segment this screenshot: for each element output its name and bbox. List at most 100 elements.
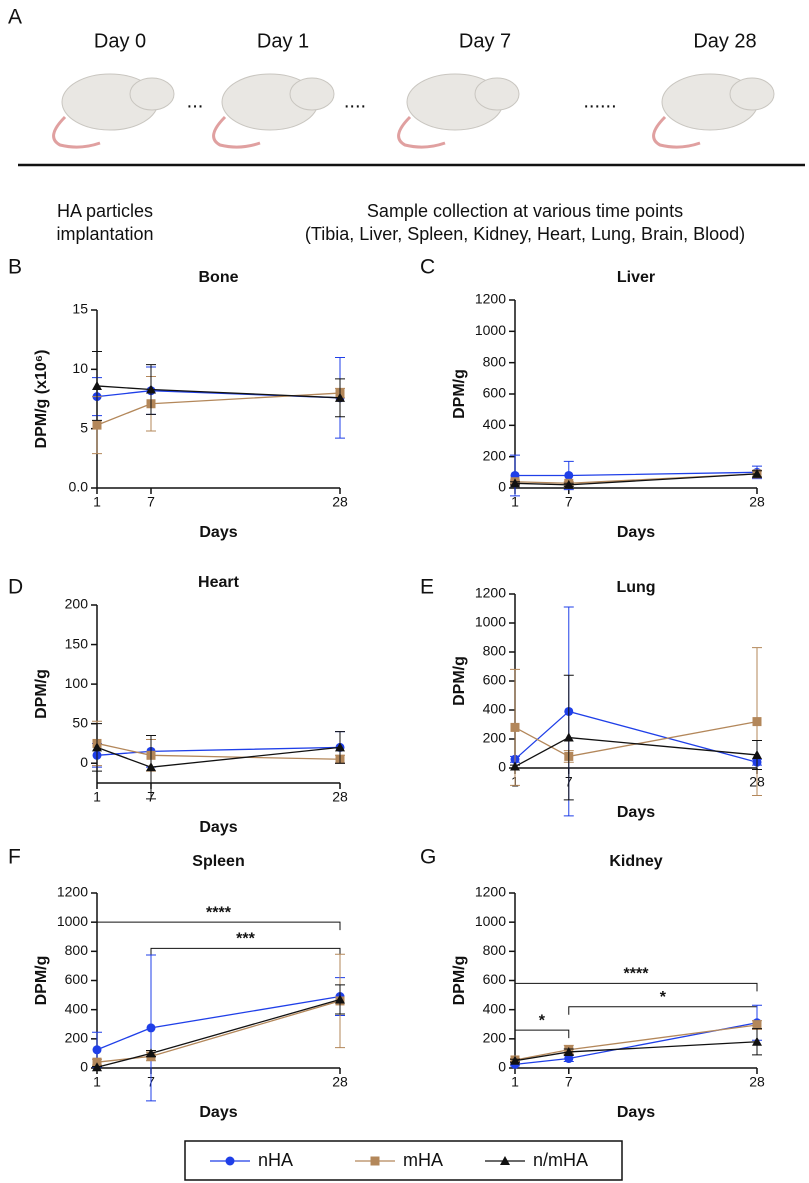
y-tick-label: 5 — [80, 419, 88, 435]
panel-letter: E — [420, 576, 434, 599]
point — [563, 732, 574, 742]
caption: HA particles — [57, 201, 153, 221]
x-tick-label: 7 — [565, 1074, 573, 1090]
y-tick-label: 10 — [72, 360, 88, 376]
significance-label: **** — [624, 966, 650, 983]
x-tick-label: 28 — [749, 494, 765, 510]
panel-letter: D — [8, 576, 23, 599]
y-tick-label: 800 — [483, 942, 507, 958]
x-tick-label: 28 — [332, 1074, 348, 1090]
series-line — [96, 995, 341, 1051]
y-tick-label: 100 — [65, 675, 89, 691]
x-tick-label: 1 — [93, 789, 101, 805]
legend-marker — [370, 1156, 380, 1166]
x-axis-label: Days — [617, 524, 655, 541]
series-line — [515, 471, 758, 477]
chart-title: Spleen — [192, 853, 244, 870]
chart-title: Kidney — [609, 853, 662, 870]
ellipsis: ...... — [583, 90, 616, 112]
panel-letter: A — [8, 6, 22, 29]
point — [752, 468, 762, 478]
significance-bracket — [568, 1006, 758, 1015]
y-axis-label: DPM/g — [33, 669, 50, 719]
legend-label: mHA — [403, 1150, 443, 1170]
y-tick-label: 400 — [483, 701, 507, 717]
point — [335, 994, 345, 1004]
y-tick-label: 0 — [498, 1059, 506, 1075]
series-line — [514, 710, 758, 763]
y-axis-label: DPM/g — [33, 956, 50, 1006]
point — [92, 420, 102, 430]
y-tick-label: 200 — [483, 730, 507, 746]
point — [146, 384, 156, 394]
y-tick-label: 0 — [80, 754, 88, 770]
y-tick-label: 400 — [483, 1000, 507, 1016]
legend-label: nHA — [258, 1150, 293, 1170]
x-tick-label: 7 — [147, 494, 155, 510]
point — [510, 478, 520, 488]
significance-label: **** — [206, 904, 232, 921]
x-axis-label: Days — [617, 1104, 655, 1121]
significance-bracket — [514, 1029, 570, 1039]
point — [563, 479, 574, 489]
ellipsis: ... — [187, 90, 204, 112]
y-tick-label: 800 — [65, 942, 89, 958]
x-tick-label: 28 — [749, 1074, 765, 1090]
y-tick-label: 600 — [483, 385, 507, 401]
y-tick-label: 0 — [498, 759, 506, 775]
x-tick-label: 28 — [332, 789, 348, 805]
y-tick-label: 600 — [65, 971, 89, 987]
significance-bracket — [150, 947, 341, 957]
x-axis-label: Days — [617, 804, 655, 821]
point — [92, 380, 102, 390]
point — [752, 1036, 762, 1046]
y-tick-label: 1200 — [475, 291, 506, 307]
point — [510, 722, 520, 732]
y-tick-label: 1000 — [475, 913, 506, 929]
point — [92, 1062, 102, 1072]
x-tick-label: 1 — [511, 1074, 519, 1090]
point — [92, 1057, 102, 1067]
panel-letter: C — [420, 256, 435, 279]
x-axis-label: Days — [199, 1104, 237, 1121]
ellipsis: .... — [344, 90, 366, 112]
y-tick-label: 800 — [483, 643, 507, 659]
series-line — [96, 385, 341, 399]
legend-marker — [500, 1156, 510, 1165]
x-axis-label: Days — [199, 524, 237, 541]
point — [564, 470, 574, 480]
y-tick-label: 50 — [72, 714, 88, 730]
y-tick-label: 200 — [483, 1030, 507, 1046]
legend-marker — [225, 1156, 235, 1166]
y-tick-label: 600 — [483, 672, 507, 688]
y-tick-label: 1200 — [475, 585, 506, 601]
x-tick-label: 1 — [93, 494, 101, 510]
significance-label: * — [660, 989, 667, 1006]
y-tick-label: 1000 — [57, 913, 88, 929]
significance-bracket — [96, 921, 341, 931]
point — [92, 742, 102, 752]
series-line — [514, 736, 758, 768]
day-label: Day 1 — [257, 30, 309, 52]
point — [146, 762, 156, 772]
caption: implantation — [56, 224, 153, 244]
y-tick-label: 1000 — [475, 614, 506, 630]
chart-title: Lung — [616, 579, 655, 596]
y-tick-label: 400 — [483, 416, 507, 432]
significance-label: * — [539, 1012, 546, 1029]
point — [510, 1055, 520, 1065]
x-tick-label: 28 — [332, 494, 348, 510]
chart-title: Bone — [199, 269, 239, 286]
mice — [52, 73, 775, 149]
chart-title: Liver — [617, 269, 655, 286]
y-tick-label: 15 — [72, 301, 88, 317]
panel-letter: G — [420, 846, 436, 869]
y-axis-label: DPM/g (x10⁶) — [33, 350, 50, 449]
y-axis-label: DPM/g — [451, 369, 468, 419]
y-tick-label: 200 — [483, 447, 507, 463]
x-axis-label: Days — [199, 819, 237, 836]
chart-title: Heart — [198, 574, 240, 591]
y-tick-label: 0 — [80, 1059, 88, 1075]
point — [752, 1020, 762, 1030]
y-tick-label: 1000 — [475, 322, 506, 338]
